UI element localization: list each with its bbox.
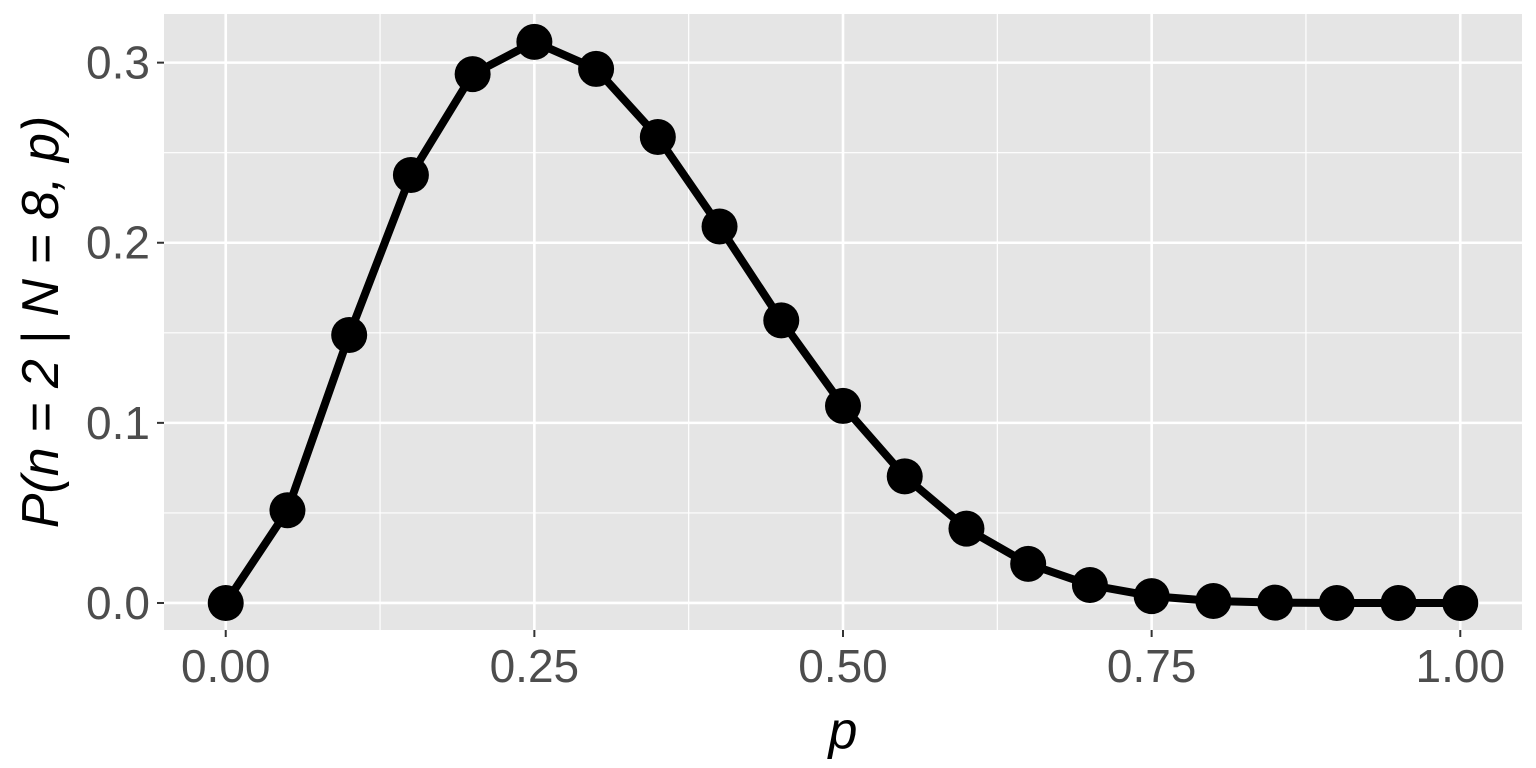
data-point — [454, 56, 491, 93]
data-point — [392, 157, 429, 194]
x-tick-label: 0.25 — [490, 640, 580, 692]
x-axis-title: p — [827, 702, 858, 760]
data-point — [886, 458, 923, 495]
data-point — [1442, 584, 1479, 621]
data-point — [269, 492, 306, 529]
data-point — [639, 119, 676, 156]
data-point — [331, 316, 368, 353]
data-point — [207, 584, 244, 621]
data-point — [948, 510, 985, 547]
y-axis: 0.0 0.1 0.2 0.3 — [86, 37, 164, 629]
data-point — [578, 50, 615, 87]
data-point — [516, 23, 553, 60]
data-point — [701, 208, 738, 245]
y-tick-label: 0.2 — [86, 217, 150, 269]
x-axis: 0.00 0.25 0.50 0.75 1.00 — [181, 630, 1505, 692]
series-layer — [207, 23, 1479, 621]
data-point — [1195, 583, 1232, 620]
data-point — [1380, 584, 1417, 621]
data-point — [1318, 584, 1355, 621]
y-tick-label: 0.1 — [86, 397, 150, 449]
data-point — [825, 387, 861, 424]
y-tick-label: 0.0 — [86, 577, 150, 629]
data-point — [763, 302, 800, 339]
data-point — [1010, 545, 1047, 582]
data-point — [1257, 584, 1294, 621]
x-tick-label: 0.00 — [181, 640, 271, 692]
data-point — [1133, 578, 1170, 615]
y-axis-title: P(n = 2 | N = 8, p) — [12, 116, 70, 528]
x-tick-label: 0.75 — [1107, 640, 1197, 692]
y-tick-label: 0.3 — [86, 37, 150, 89]
x-tick-label: 1.00 — [1416, 640, 1506, 692]
x-tick-label: 0.50 — [798, 640, 888, 692]
data-point — [1071, 566, 1108, 603]
